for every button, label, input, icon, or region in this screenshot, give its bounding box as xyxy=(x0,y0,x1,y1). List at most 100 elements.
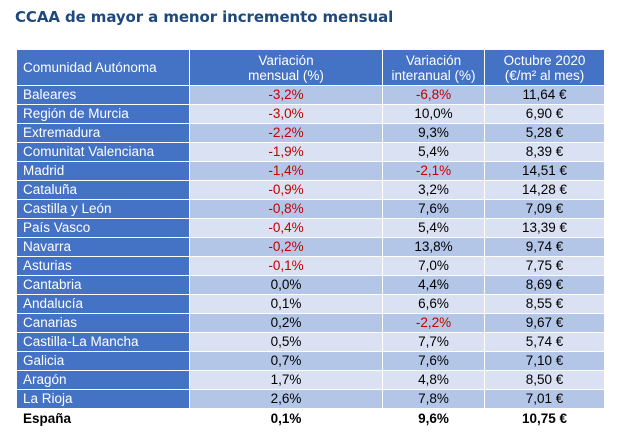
row-interanual: 7,8% xyxy=(382,389,485,409)
row-interanual: 6,6% xyxy=(382,294,485,314)
row-interanual: 7,6% xyxy=(382,199,485,219)
header-interanual: Variación interanual (%) xyxy=(382,49,485,86)
row-mensual: 0,1% xyxy=(189,294,383,314)
row-name: Castilla-La Mancha xyxy=(16,332,190,352)
total-interanual: 9,6% xyxy=(382,408,485,429)
row-mensual: 0,5% xyxy=(189,332,383,352)
table-row: Aragón 1,7% 4,8% 8,50 € xyxy=(16,370,605,390)
row-name: Aragón xyxy=(16,370,190,390)
header-mensual-line2: mensual (%) xyxy=(248,67,324,83)
row-name: Extremadura xyxy=(16,123,190,143)
header-interanual-line1: Variación xyxy=(405,52,462,68)
row-precio: 8,55 € xyxy=(484,294,605,314)
table-row: Canarias 0,2% -2,2% 9,67 € xyxy=(16,313,605,333)
table-row: Comunitat Valenciana -1,9% 5,4% 8,39 € xyxy=(16,142,605,162)
row-name: Andalucía xyxy=(16,294,190,314)
row-mensual: -3,0% xyxy=(189,104,383,124)
row-interanual: 7,6% xyxy=(382,351,485,371)
table-row: Navarra -0,2% 13,8% 9,74 € xyxy=(16,237,605,257)
row-name: Cantabria xyxy=(16,275,190,295)
row-interanual: 4,4% xyxy=(382,275,485,295)
row-mensual: -0,9% xyxy=(189,180,383,200)
row-name: País Vasco xyxy=(16,218,190,238)
row-interanual: 9,3% xyxy=(382,123,485,143)
table-row: Castilla y León -0,8% 7,6% 7,09 € xyxy=(16,199,605,219)
row-mensual: -1,4% xyxy=(189,161,383,181)
table-body: Baleares -3,2% -6,8% 11,64 € Región de Murci… xyxy=(16,85,605,409)
row-precio: 5,28 € xyxy=(484,123,605,143)
row-precio: 11,64 € xyxy=(484,85,605,105)
row-mensual: 2,6% xyxy=(189,389,383,409)
row-precio: 8,50 € xyxy=(484,370,605,390)
row-precio: 8,39 € xyxy=(484,142,605,162)
row-interanual: 7,0% xyxy=(382,256,485,276)
row-precio: 5,74 € xyxy=(484,332,605,352)
table-row: Andalucía 0,1% 6,6% 8,55 € xyxy=(16,294,605,314)
header-interanual-line2: interanual (%) xyxy=(391,67,476,83)
row-interanual: 5,4% xyxy=(382,142,485,162)
table-row: Cantabria 0,0% 4,4% 8,69 € xyxy=(16,275,605,295)
row-mensual: 1,7% xyxy=(189,370,383,390)
row-precio: 9,67 € xyxy=(484,313,605,333)
row-mensual: -0,8% xyxy=(189,199,383,219)
row-precio: 14,28 € xyxy=(484,180,605,200)
row-mensual: -0,1% xyxy=(189,256,383,276)
total-mensual: 0,1% xyxy=(189,408,383,429)
row-name: Cataluña xyxy=(16,180,190,200)
total-precio: 10,75 € xyxy=(484,408,605,429)
table-title: CCAA de mayor a menor incremento mensual xyxy=(15,8,394,26)
table-row: Baleares -3,2% -6,8% 11,64 € xyxy=(16,85,605,105)
row-name: Madrid xyxy=(16,161,190,181)
header-octubre-line1: Octubre 2020 xyxy=(503,52,586,68)
table-row: Cataluña -0,9% 3,2% 14,28 € xyxy=(16,180,605,200)
row-interanual: 3,2% xyxy=(382,180,485,200)
row-mensual: 0,7% xyxy=(189,351,383,371)
row-precio: 8,69 € xyxy=(484,275,605,295)
row-mensual: -3,2% xyxy=(189,85,383,105)
table-row: Galicia 0,7% 7,6% 7,10 € xyxy=(16,351,605,371)
row-interanual: 13,8% xyxy=(382,237,485,257)
table-header-row: Comunidad Autónoma Variación mensual (%)… xyxy=(16,49,605,86)
row-mensual: 0,2% xyxy=(189,313,383,333)
row-mensual: -0,4% xyxy=(189,218,383,238)
row-interanual: 7,7% xyxy=(382,332,485,352)
table-row: Castilla-La Mancha 0,5% 7,7% 5,74 € xyxy=(16,332,605,352)
total-name: España xyxy=(16,408,190,429)
row-interanual: -6,8% xyxy=(382,85,485,105)
table-row: Extremadura -2,2% 9,3% 5,28 € xyxy=(16,123,605,143)
row-interanual: 4,8% xyxy=(382,370,485,390)
table-row: País Vasco -0,4% 5,4% 13,39 € xyxy=(16,218,605,238)
row-name: Asturias xyxy=(16,256,190,276)
header-comunidad: Comunidad Autónoma xyxy=(16,49,190,86)
row-mensual: -0,2% xyxy=(189,237,383,257)
header-mensual: Variación mensual (%) xyxy=(189,49,383,86)
row-name: La Rioja xyxy=(16,389,190,409)
row-precio: 14,51 € xyxy=(484,161,605,181)
row-precio: 7,09 € xyxy=(484,199,605,219)
row-precio: 7,01 € xyxy=(484,389,605,409)
row-name: Comunitat Valenciana xyxy=(16,142,190,162)
header-octubre-line2: (€/m² al mes) xyxy=(504,67,585,83)
total-row: España 0,1% 9,6% 10,75 € xyxy=(16,408,605,429)
row-precio: 6,90 € xyxy=(484,104,605,124)
table-row: Asturias -0,1% 7,0% 7,75 € xyxy=(16,256,605,276)
row-precio: 13,39 € xyxy=(484,218,605,238)
header-mensual-line1: Variación xyxy=(258,52,314,68)
row-mensual: 0,0% xyxy=(189,275,383,295)
ccaa-rent-table: Comunidad Autónoma Variación mensual (%)… xyxy=(16,49,605,429)
row-name: Galicia xyxy=(16,351,190,371)
row-mensual: -2,2% xyxy=(189,123,383,143)
row-name: Baleares xyxy=(16,85,190,105)
row-name: Castilla y León xyxy=(16,199,190,219)
row-precio: 9,74 € xyxy=(484,237,605,257)
table-row: Madrid -1,4% -2,1% 14,51 € xyxy=(16,161,605,181)
row-interanual: -2,1% xyxy=(382,161,485,181)
row-interanual: 5,4% xyxy=(382,218,485,238)
row-precio: 7,10 € xyxy=(484,351,605,371)
table-row: Región de Murcia -3,0% 10,0% 6,90 € xyxy=(16,104,605,124)
row-precio: 7,75 € xyxy=(484,256,605,276)
row-interanual: 10,0% xyxy=(382,104,485,124)
header-octubre: Octubre 2020 (€/m² al mes) xyxy=(484,49,605,86)
row-name: Región de Murcia xyxy=(16,104,190,124)
row-interanual: -2,2% xyxy=(382,313,485,333)
